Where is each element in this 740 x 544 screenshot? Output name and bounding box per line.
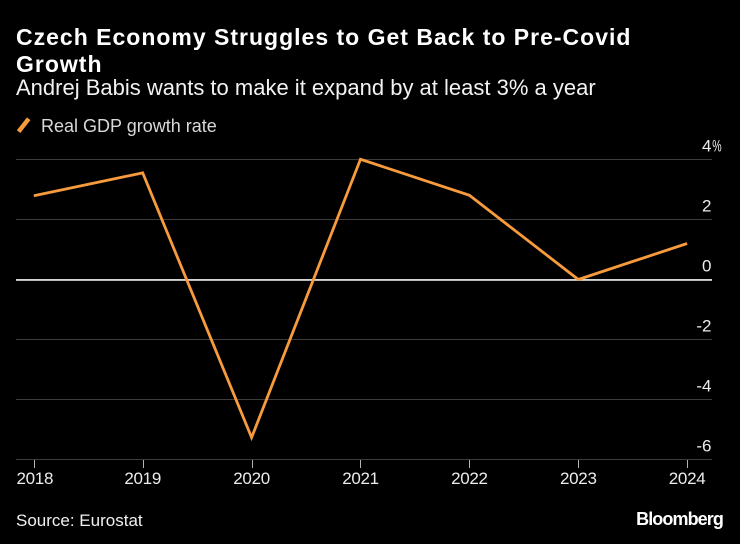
svg-text:2: 2 — [702, 197, 711, 216]
svg-text:0: 0 — [702, 257, 711, 276]
svg-text:%: % — [712, 136, 722, 155]
svg-text:-4: -4 — [696, 377, 711, 396]
svg-text:-6: -6 — [696, 437, 711, 456]
svg-text:2023: 2023 — [560, 469, 597, 488]
svg-text:2022: 2022 — [451, 469, 488, 488]
svg-text:2021: 2021 — [342, 469, 379, 488]
svg-text:4: 4 — [702, 137, 711, 156]
svg-text:2018: 2018 — [16, 469, 53, 488]
svg-text:2020: 2020 — [233, 469, 270, 488]
svg-text:2024: 2024 — [669, 469, 706, 488]
svg-text:-2: -2 — [696, 317, 711, 336]
svg-text:2019: 2019 — [124, 469, 161, 488]
